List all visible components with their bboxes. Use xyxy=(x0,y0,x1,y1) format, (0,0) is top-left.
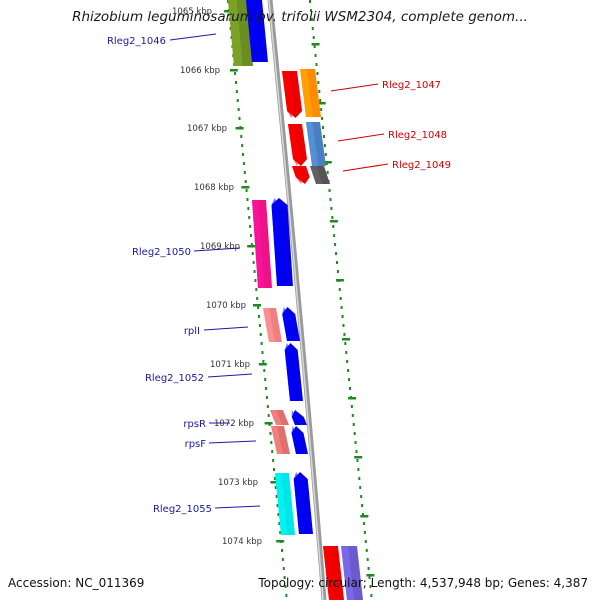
gene-leader-line xyxy=(330,83,379,92)
gene-block-orange xyxy=(300,69,321,117)
kbp-label: 1073 kbp xyxy=(218,478,258,488)
kbp-label: 1074 kbp xyxy=(222,537,262,547)
kbp-label: 1070 kbp xyxy=(206,301,246,311)
gene-label: Rleg2_1047 xyxy=(382,80,441,91)
gene-block-Rleg2_1049 xyxy=(292,166,310,184)
outer-ticks xyxy=(311,43,375,577)
gene-block-Rleg2_1048 xyxy=(288,124,307,166)
accession-text: Accession: NC_011369 xyxy=(8,576,145,590)
gene-leader-line xyxy=(169,33,217,41)
gene-leader-line xyxy=(337,133,385,142)
gene-block-cyan xyxy=(275,473,295,535)
kbp-label: 1067 kbp xyxy=(187,124,227,134)
gene-block-rose-1 xyxy=(270,410,289,425)
gene-leader-line xyxy=(342,163,389,172)
gene-leader-line xyxy=(203,326,249,331)
gene-block-purple-bottom xyxy=(341,546,363,600)
gene-block-rplI xyxy=(282,307,300,341)
gene-label: Rleg2_1046 xyxy=(107,36,166,47)
genome-backbone xyxy=(267,0,327,600)
gene-block-red-bottom xyxy=(323,546,344,600)
inner-guide-line xyxy=(227,0,288,597)
kbp-label: 1065 kbp xyxy=(172,7,212,17)
gene-label: rpsR xyxy=(183,419,206,430)
kbp-ticks xyxy=(224,10,285,543)
genome-summary: Topology: circular; Length: 4,537,948 bp… xyxy=(258,576,588,590)
gene-leader-line xyxy=(207,373,253,378)
kbp-label: 1069 kbp xyxy=(200,242,240,252)
gene-block-salmon xyxy=(263,308,282,342)
gene-block-rpsR xyxy=(291,410,307,425)
gene-block-green xyxy=(228,0,253,66)
gene-block-rose-2 xyxy=(271,426,290,454)
gene-leader-line xyxy=(208,440,257,444)
outer-guide-line xyxy=(309,0,373,597)
gene-label: Rleg2_1048 xyxy=(388,130,447,141)
kbp-label: 1068 kbp xyxy=(194,183,234,193)
gene-block-rpsF xyxy=(291,426,308,454)
gene-block-steelblue xyxy=(306,122,326,166)
gene-block-Rleg2_1050 xyxy=(271,198,293,286)
gene-block-blue xyxy=(246,0,268,62)
gene-leader-line xyxy=(214,505,261,509)
genome-title: Rhizobium leguminosarum bv. trifolii WSM… xyxy=(72,9,528,25)
gene-block-magenta xyxy=(252,200,272,288)
gene-block-Rleg2_1052 xyxy=(284,343,303,401)
gene-leader-line xyxy=(193,247,241,252)
kbp-label: 1066 kbp xyxy=(180,66,220,76)
gene-block-Rleg2_1055 xyxy=(293,472,313,534)
gene-label: Rleg2_1052 xyxy=(145,373,204,384)
gene-label: rpsF xyxy=(185,439,207,450)
gene-label: Rleg2_1055 xyxy=(153,504,212,515)
kbp-label: 1071 kbp xyxy=(210,360,250,370)
gene-label: Rleg2_1050 xyxy=(132,247,191,258)
kbp-label: 1072 kbp xyxy=(214,419,254,429)
gene-label: Rleg2_1049 xyxy=(392,160,451,171)
gene-label: rplI xyxy=(184,326,200,337)
gene-block-grey xyxy=(310,166,330,184)
gene-block-Rleg2_1047 xyxy=(282,71,303,118)
